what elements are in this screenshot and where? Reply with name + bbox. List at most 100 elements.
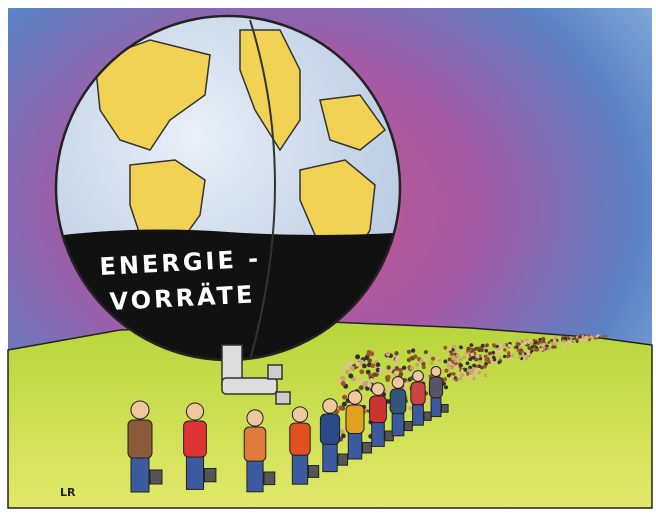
crowd-head	[395, 357, 399, 361]
bucket	[442, 405, 449, 413]
crowd-head	[455, 365, 459, 369]
crowd-head	[518, 355, 521, 358]
crowd-head	[448, 347, 452, 351]
crowd-head	[530, 349, 533, 352]
crowd-head	[425, 401, 429, 405]
crowd-head	[419, 359, 423, 363]
bucket	[150, 470, 162, 484]
crowd-head	[454, 378, 458, 382]
crowd-head	[570, 342, 573, 345]
crowd-head	[545, 347, 548, 350]
crowd-head	[484, 374, 488, 378]
person-legs	[292, 455, 307, 484]
page: ENERGIE - VORRÄTE LR (() => { const data…	[0, 0, 656, 514]
bucket	[264, 472, 275, 485]
crowd-head	[563, 345, 566, 348]
crowd-head	[347, 362, 352, 367]
bucket	[424, 412, 431, 420]
person-legs	[413, 405, 424, 425]
crowd-head	[460, 373, 464, 377]
crowd-head	[568, 337, 571, 340]
crowd-head	[508, 358, 511, 361]
crowd-head	[605, 335, 608, 338]
crowd-head	[543, 338, 546, 341]
crowd-head	[415, 363, 419, 367]
person-head	[372, 383, 385, 396]
crowd-head	[459, 357, 463, 361]
crowd-head	[584, 339, 587, 342]
crowd-head	[469, 375, 473, 379]
crowd-head	[525, 338, 528, 341]
bucket	[338, 454, 348, 465]
crowd-head	[510, 354, 513, 357]
crowd-head	[403, 386, 407, 390]
crowd-head	[507, 351, 511, 355]
crowd-head	[487, 360, 491, 364]
crowd-head	[444, 385, 448, 389]
crowd-head	[485, 343, 489, 347]
crowd-head	[359, 385, 364, 390]
crowd-head	[386, 352, 391, 357]
crowd-head	[528, 347, 531, 350]
crowd-head	[362, 364, 367, 369]
crowd-head	[366, 370, 371, 375]
person-body	[244, 427, 266, 461]
crowd-head	[386, 365, 390, 369]
crowd-head	[540, 344, 543, 347]
crowd-head	[395, 366, 400, 371]
crowd-head	[413, 354, 417, 358]
crowd-head	[545, 340, 548, 343]
crowd-head	[515, 345, 518, 348]
bucket	[205, 469, 216, 482]
signature: LR	[60, 486, 76, 499]
crowd-head	[467, 347, 471, 351]
crowd-head	[459, 346, 463, 350]
bucket	[405, 422, 413, 431]
crowd-head	[576, 340, 579, 343]
person-body	[290, 423, 310, 455]
crowd-head	[369, 351, 374, 356]
crowd-head	[588, 339, 591, 342]
crowd-head	[410, 366, 414, 370]
crowd-head	[341, 434, 346, 439]
crowd-head	[379, 368, 384, 373]
crowd-head	[456, 354, 460, 358]
crowd-head	[369, 378, 374, 383]
crowd-head	[447, 363, 451, 367]
crowd-head	[492, 343, 495, 346]
crowd-head	[597, 334, 600, 337]
crowd-head	[526, 355, 529, 358]
crowd-head	[348, 374, 353, 379]
crowd-head	[498, 342, 502, 346]
crowd-head	[452, 372, 456, 376]
crowd-head	[436, 356, 440, 360]
crowd-head	[562, 340, 565, 343]
crowd-head	[424, 350, 428, 354]
crowd-head	[578, 335, 581, 338]
person-body	[390, 389, 406, 414]
crowd-head	[359, 369, 364, 374]
crowd-head	[367, 358, 372, 363]
crowd-head	[443, 346, 447, 350]
crowd-head	[484, 358, 488, 362]
crowd-head	[558, 337, 561, 340]
crowd-head	[572, 338, 575, 341]
crowd-head	[546, 345, 549, 348]
bucket	[363, 443, 372, 454]
crowd-head	[472, 364, 476, 368]
crowd-head	[552, 342, 555, 345]
crowd-head	[520, 350, 523, 353]
crowd-head	[431, 357, 435, 361]
crowd-head	[527, 350, 530, 353]
crowd-head	[470, 371, 474, 375]
crowd-head	[476, 347, 480, 351]
crowd-head	[422, 365, 426, 369]
crowd-head	[367, 383, 372, 388]
crowd-head	[407, 350, 411, 354]
crowd-head	[444, 369, 448, 373]
person-legs	[247, 461, 263, 492]
person-legs	[431, 398, 441, 417]
crowd-head	[554, 337, 557, 340]
crowd-head	[430, 361, 434, 365]
crowd-head	[550, 339, 553, 342]
